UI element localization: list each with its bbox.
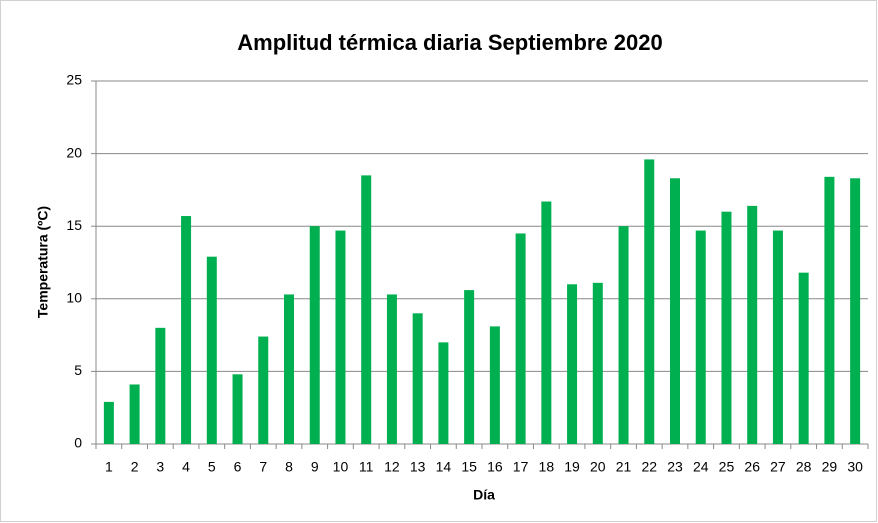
bar (567, 284, 578, 444)
x-tick-label: 26 (744, 459, 760, 475)
x-tick-label: 7 (259, 459, 267, 475)
bar (438, 342, 449, 444)
bar (695, 230, 706, 444)
x-tick-label: 6 (234, 459, 242, 475)
x-tick-label: 30 (847, 459, 863, 475)
x-tick-label: 19 (564, 459, 580, 475)
bar (721, 211, 732, 444)
x-tick-label: 3 (156, 459, 164, 475)
y-tick-label: 15 (66, 217, 82, 233)
y-tick-label: 20 (66, 144, 82, 160)
bar (670, 178, 680, 444)
bar (232, 374, 243, 444)
x-tick-label: 5 (208, 459, 216, 475)
y-axis-title: Temperatura (ºC) (35, 206, 51, 318)
bar (335, 230, 346, 444)
x-tick-label: 12 (384, 459, 400, 475)
x-tick-label: 9 (311, 459, 319, 475)
x-tick-label: 1 (105, 459, 113, 475)
bar (103, 401, 114, 444)
bar (850, 178, 861, 444)
x-tick-label: 27 (770, 459, 786, 475)
x-axis-title: Día (473, 487, 495, 503)
x-tick-label: 8 (285, 459, 293, 475)
bar (412, 313, 423, 444)
bar (309, 226, 320, 444)
x-tick-label: 15 (461, 459, 477, 475)
y-tick-label: 0 (74, 435, 82, 451)
bar (181, 216, 192, 444)
bar (361, 175, 372, 444)
x-tick-label: 10 (333, 459, 349, 475)
y-tick-label: 25 (66, 72, 82, 88)
bar (644, 159, 655, 444)
x-tick-label: 16 (487, 459, 503, 475)
bar (515, 233, 526, 444)
bar (541, 201, 552, 444)
y-tick-label: 5 (74, 362, 82, 378)
bar (618, 226, 629, 444)
x-tick-label: 4 (182, 459, 190, 475)
x-tick-label: 13 (410, 459, 426, 475)
x-tick-label: 23 (667, 459, 683, 475)
x-tick-label: 17 (513, 459, 529, 475)
bar (386, 294, 397, 444)
x-tick-label: 28 (796, 459, 812, 475)
x-tick-label: 24 (693, 459, 709, 475)
bar (747, 205, 758, 444)
x-tick-label: 20 (590, 459, 606, 475)
bar (489, 326, 500, 444)
x-tick-label: 14 (436, 459, 452, 475)
bar (798, 272, 809, 444)
x-tick-label: 22 (641, 459, 657, 475)
bar (592, 282, 603, 444)
chart-title: Amplitud térmica diaria Septiembre 2020 (237, 30, 663, 55)
x-tick-label: 18 (539, 459, 555, 475)
bar (155, 327, 166, 444)
bar (206, 256, 217, 444)
x-tick-label: 25 (719, 459, 735, 475)
bar (129, 384, 140, 444)
x-tick-label: 2 (131, 459, 139, 475)
y-tick-label: 10 (66, 290, 82, 306)
bar (284, 294, 294, 444)
x-tick-label: 21 (616, 459, 632, 475)
bar (258, 336, 269, 444)
bar (824, 176, 835, 444)
bar (772, 230, 783, 444)
x-tick-label: 29 (822, 459, 838, 475)
bar (464, 290, 475, 444)
x-tick-label: 11 (359, 459, 374, 475)
